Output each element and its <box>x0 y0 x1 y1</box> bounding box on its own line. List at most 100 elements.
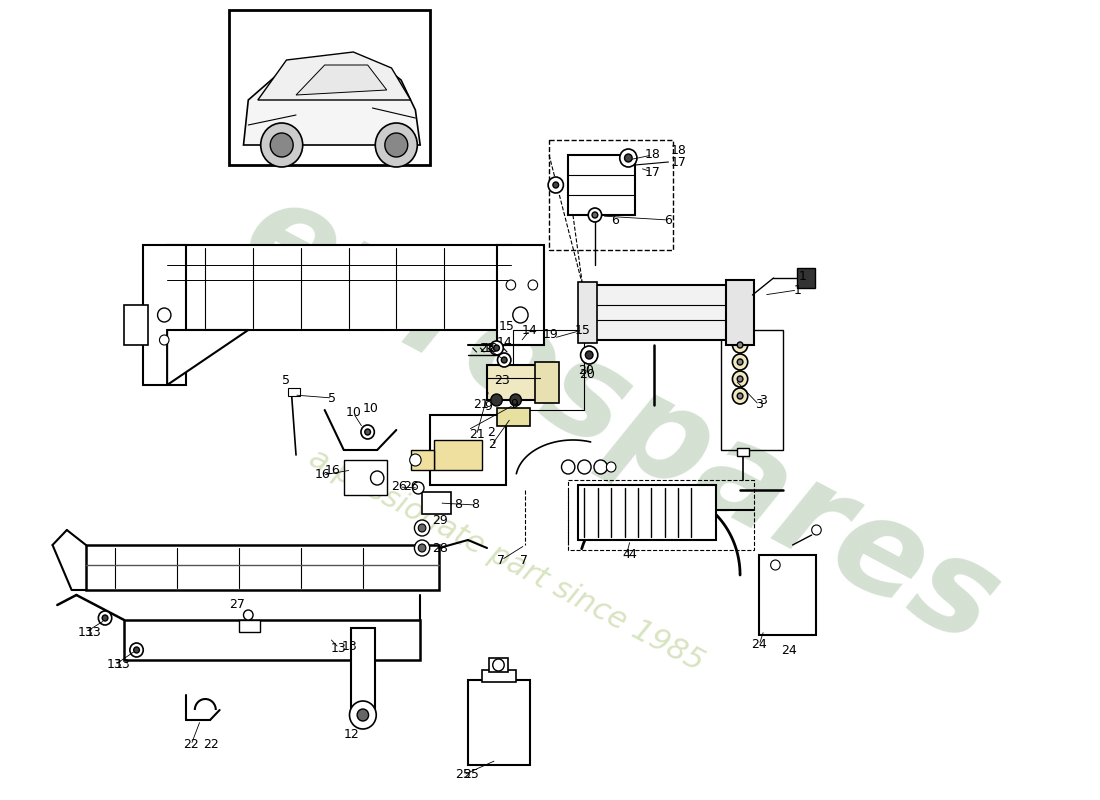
Circle shape <box>271 133 294 157</box>
Bar <box>482 670 516 682</box>
Circle shape <box>493 659 504 671</box>
Bar <box>487 365 539 400</box>
Text: 27: 27 <box>229 598 245 611</box>
Circle shape <box>594 460 607 474</box>
Text: 6: 6 <box>664 214 672 226</box>
Circle shape <box>412 482 424 494</box>
Polygon shape <box>167 330 249 385</box>
Circle shape <box>619 149 637 167</box>
Text: 10: 10 <box>363 402 378 414</box>
Text: 20: 20 <box>578 363 594 377</box>
Bar <box>430 415 506 485</box>
Circle shape <box>733 337 748 353</box>
Bar <box>488 658 508 672</box>
Circle shape <box>102 615 108 621</box>
Bar <box>434 440 482 470</box>
Text: 7: 7 <box>520 554 528 566</box>
Circle shape <box>581 346 597 364</box>
Circle shape <box>358 709 368 721</box>
Text: 17: 17 <box>645 166 660 178</box>
Circle shape <box>513 307 528 323</box>
Text: a passionate part since 1985: a passionate part since 1985 <box>304 443 708 677</box>
Text: 8: 8 <box>454 498 462 510</box>
Bar <box>143 245 186 385</box>
Circle shape <box>365 429 371 435</box>
Bar <box>288 388 300 396</box>
Circle shape <box>361 425 374 439</box>
Bar <box>468 680 530 765</box>
Bar <box>737 448 749 456</box>
Text: 4: 4 <box>628 549 636 562</box>
Text: 23: 23 <box>480 342 495 354</box>
Text: 24: 24 <box>751 638 767 651</box>
Circle shape <box>771 560 780 570</box>
Text: 14: 14 <box>522 323 538 337</box>
Text: 10: 10 <box>345 406 361 419</box>
Text: 26: 26 <box>392 481 407 494</box>
Circle shape <box>418 544 426 552</box>
Polygon shape <box>243 60 420 145</box>
Circle shape <box>585 351 593 359</box>
Circle shape <box>502 357 507 363</box>
Bar <box>513 330 584 410</box>
Circle shape <box>494 345 499 351</box>
Bar <box>578 282 597 343</box>
Text: 13: 13 <box>107 658 122 671</box>
Circle shape <box>134 647 140 653</box>
Bar <box>496 408 530 426</box>
Text: 1: 1 <box>793 283 801 297</box>
Text: 15: 15 <box>574 323 591 337</box>
Circle shape <box>375 123 417 167</box>
Circle shape <box>418 524 426 532</box>
Text: 15: 15 <box>498 321 515 334</box>
Text: 5: 5 <box>282 374 289 386</box>
Circle shape <box>561 460 575 474</box>
Circle shape <box>737 342 742 348</box>
Circle shape <box>497 353 510 367</box>
Text: 23: 23 <box>494 374 509 386</box>
Text: eurospares: eurospares <box>222 168 1019 672</box>
Text: 25: 25 <box>455 769 471 782</box>
Text: 18: 18 <box>670 143 686 157</box>
Bar <box>410 450 435 470</box>
Bar <box>351 628 375 718</box>
Text: 19: 19 <box>542 329 558 342</box>
Circle shape <box>350 701 376 729</box>
Bar <box>726 280 755 345</box>
Bar <box>759 555 816 635</box>
Bar <box>798 268 815 288</box>
Circle shape <box>733 354 748 370</box>
Text: 21: 21 <box>473 398 488 411</box>
Text: 28: 28 <box>432 542 449 554</box>
Circle shape <box>371 471 384 485</box>
Text: 4: 4 <box>623 549 630 562</box>
Text: 14: 14 <box>496 335 513 349</box>
Polygon shape <box>296 65 387 95</box>
Bar <box>422 492 451 514</box>
Bar <box>86 545 439 590</box>
Text: 13: 13 <box>342 639 358 653</box>
Circle shape <box>737 376 742 382</box>
Circle shape <box>243 610 253 620</box>
Circle shape <box>261 123 302 167</box>
Circle shape <box>506 280 516 290</box>
Circle shape <box>737 393 742 399</box>
Circle shape <box>528 280 538 290</box>
Circle shape <box>415 520 430 536</box>
Circle shape <box>812 525 822 535</box>
Circle shape <box>733 388 748 404</box>
Circle shape <box>737 359 742 365</box>
Bar <box>124 620 420 660</box>
Circle shape <box>592 212 597 218</box>
Text: 16: 16 <box>315 469 331 482</box>
Bar <box>583 285 730 340</box>
Circle shape <box>548 177 563 193</box>
Bar <box>569 480 755 550</box>
Text: 22: 22 <box>183 738 199 751</box>
Text: 22: 22 <box>204 738 219 751</box>
Circle shape <box>553 182 559 188</box>
Text: 13: 13 <box>78 626 94 638</box>
Circle shape <box>510 394 521 406</box>
Text: 1: 1 <box>799 270 806 282</box>
Text: 6: 6 <box>612 214 619 226</box>
